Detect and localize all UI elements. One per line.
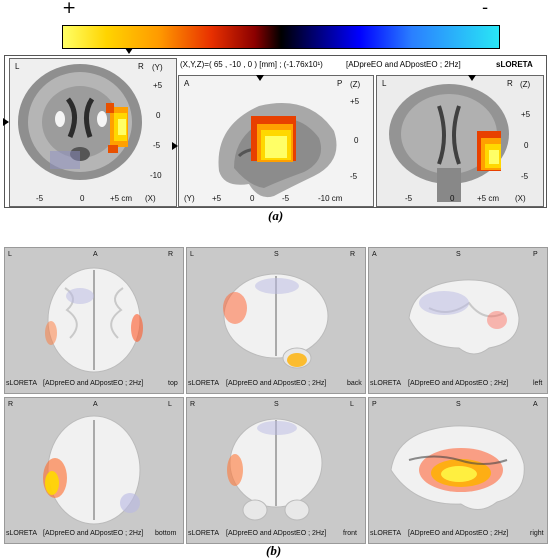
view1-bm: [ADpreEO and ADpostEO ; 2Hz] [43, 380, 144, 387]
axial-bottom-tick: (X) [145, 194, 156, 203]
brain-front-render [227, 418, 323, 521]
brain-view-front[interactable] [186, 397, 366, 544]
view3-br: left [533, 380, 543, 387]
view2-tl: L [190, 251, 194, 258]
brain-view-top[interactable] [4, 247, 184, 394]
axial-bottom-tick: -5 [36, 194, 44, 203]
view2-tr: R [350, 251, 356, 258]
axial-corner-left: L [15, 62, 20, 71]
view1-tl: L [8, 251, 12, 258]
view6-bl: sLORETA [370, 530, 401, 537]
axial-bottom-tick: +5 cm [110, 194, 133, 203]
sagittal-right-tick: 0 [354, 136, 359, 145]
view2-tm: S [274, 251, 279, 258]
axial-slice-view[interactable] [9, 58, 177, 207]
colorbar-pointer-icon [125, 48, 133, 54]
coronal-slice-view[interactable] [376, 75, 544, 207]
view6-tm: S [456, 401, 461, 408]
view5-br: front [343, 530, 358, 537]
view6-br: right [530, 530, 544, 537]
view3-tm: S [456, 251, 461, 258]
color-scale-bar [62, 25, 500, 49]
axial-bottom-tick: 0 [80, 194, 85, 203]
coronal-pointer-icon [468, 75, 476, 81]
view4-bl: sLORETA [6, 530, 37, 537]
view6-tl: P [372, 401, 377, 408]
sagittal-pointer-icon [256, 75, 264, 81]
axial-right-tick: -5 [153, 141, 161, 150]
contrast-label: [ADpreEO and ADpostEO ; 2Hz] [346, 60, 461, 69]
coronal-axis-label: (Z) [520, 80, 531, 89]
minus-sign: - [482, 0, 489, 18]
axial-axis-label: (Y) [152, 63, 163, 72]
view4-bm: [ADpreEO and ADpostEO ; 2Hz] [43, 530, 144, 537]
caption-b: (b) [266, 543, 282, 558]
sagittal-brain-slice [179, 76, 373, 206]
axial-corner-right: R [138, 62, 144, 71]
axial-right-tick: +5 [153, 81, 163, 90]
view5-tl: R [190, 401, 196, 408]
brain-view-left[interactable] [368, 247, 548, 394]
axial-right-tick: -10 [150, 171, 162, 180]
coronal-bottom-tick: (X) [515, 194, 526, 203]
sagittal-bottom-tick: +5 [212, 194, 222, 203]
coronal-corner-left: L [382, 79, 387, 88]
axial-right-tick: 0 [156, 111, 161, 120]
coordinate-readout: (X,Y,Z)=( 65 , -10 , 0 ) [mm] ; (-1.76x1… [180, 60, 323, 69]
view1-tm: A [93, 251, 98, 258]
software-label: sLORETA [496, 60, 533, 69]
view5-bm: [ADpreEO and ADpostEO ; 2Hz] [226, 530, 327, 537]
view2-br: back [347, 380, 362, 387]
axial-pointer-icon [3, 118, 9, 126]
axial-brain-slice [10, 59, 176, 206]
sagittal-side-pointer-icon [172, 142, 178, 150]
sagittal-slice-view[interactable] [178, 75, 374, 207]
plus-sign: + [62, 0, 77, 18]
brain-right-render [390, 425, 525, 510]
view4-br: bottom [155, 530, 177, 537]
view2-bl: sLORETA [188, 380, 219, 387]
coronal-bottom-tick: 0 [450, 194, 455, 203]
sagittal-corner-left: A [184, 79, 190, 88]
brain-back-render [223, 273, 329, 369]
coronal-brain-slice [377, 76, 543, 206]
coronal-right-tick: -5 [521, 172, 529, 181]
view1-bl: sLORETA [6, 380, 37, 387]
view5-tm: S [274, 401, 279, 408]
brain-view-right[interactable] [368, 397, 548, 544]
brain-left-render [408, 279, 520, 355]
view3-tr: P [533, 251, 538, 258]
view6-tr: A [533, 401, 538, 408]
coronal-corner-right: R [507, 79, 513, 88]
coronal-right-tick: +5 [521, 110, 531, 119]
sagittal-bottom-tick: -5 [282, 194, 290, 203]
sagittal-corner-right: P [337, 79, 343, 88]
coronal-bottom-tick: +5 cm [477, 194, 500, 203]
sagittal-right-tick: -5 [350, 172, 358, 181]
coronal-right-tick: 0 [524, 141, 529, 150]
view4-tl: R [8, 401, 14, 408]
view3-bl: sLORETA [370, 380, 401, 387]
sagittal-bottom-tick: (Y) [184, 194, 195, 203]
sagittal-axis-label: (Z) [350, 80, 361, 89]
view1-tr: R [168, 251, 174, 258]
brain-view-bottom[interactable] [4, 397, 184, 544]
brain-view-back[interactable] [186, 247, 366, 394]
caption-a: (a) [268, 208, 284, 223]
sagittal-right-tick: +5 [350, 97, 360, 106]
view3-tl: A [372, 251, 377, 258]
view5-bl: sLORETA [188, 530, 219, 537]
view6-bm: [ADpreEO and ADpostEO ; 2Hz] [408, 530, 509, 537]
sagittal-bottom-tick: 0 [250, 194, 255, 203]
view4-tr: L [168, 401, 172, 408]
sagittal-bottom-tick: -10 cm [318, 194, 343, 203]
coronal-bottom-tick: -5 [405, 194, 413, 203]
view4-tm: A [93, 401, 98, 408]
view2-bm: [ADpreEO and ADpostEO ; 2Hz] [226, 380, 327, 387]
brain-top-render [45, 267, 143, 373]
brain-bottom-render [43, 415, 141, 525]
view5-tr: L [350, 401, 354, 408]
view3-bm: [ADpreEO and ADpostEO ; 2Hz] [408, 380, 509, 387]
view1-br: top [168, 380, 178, 387]
